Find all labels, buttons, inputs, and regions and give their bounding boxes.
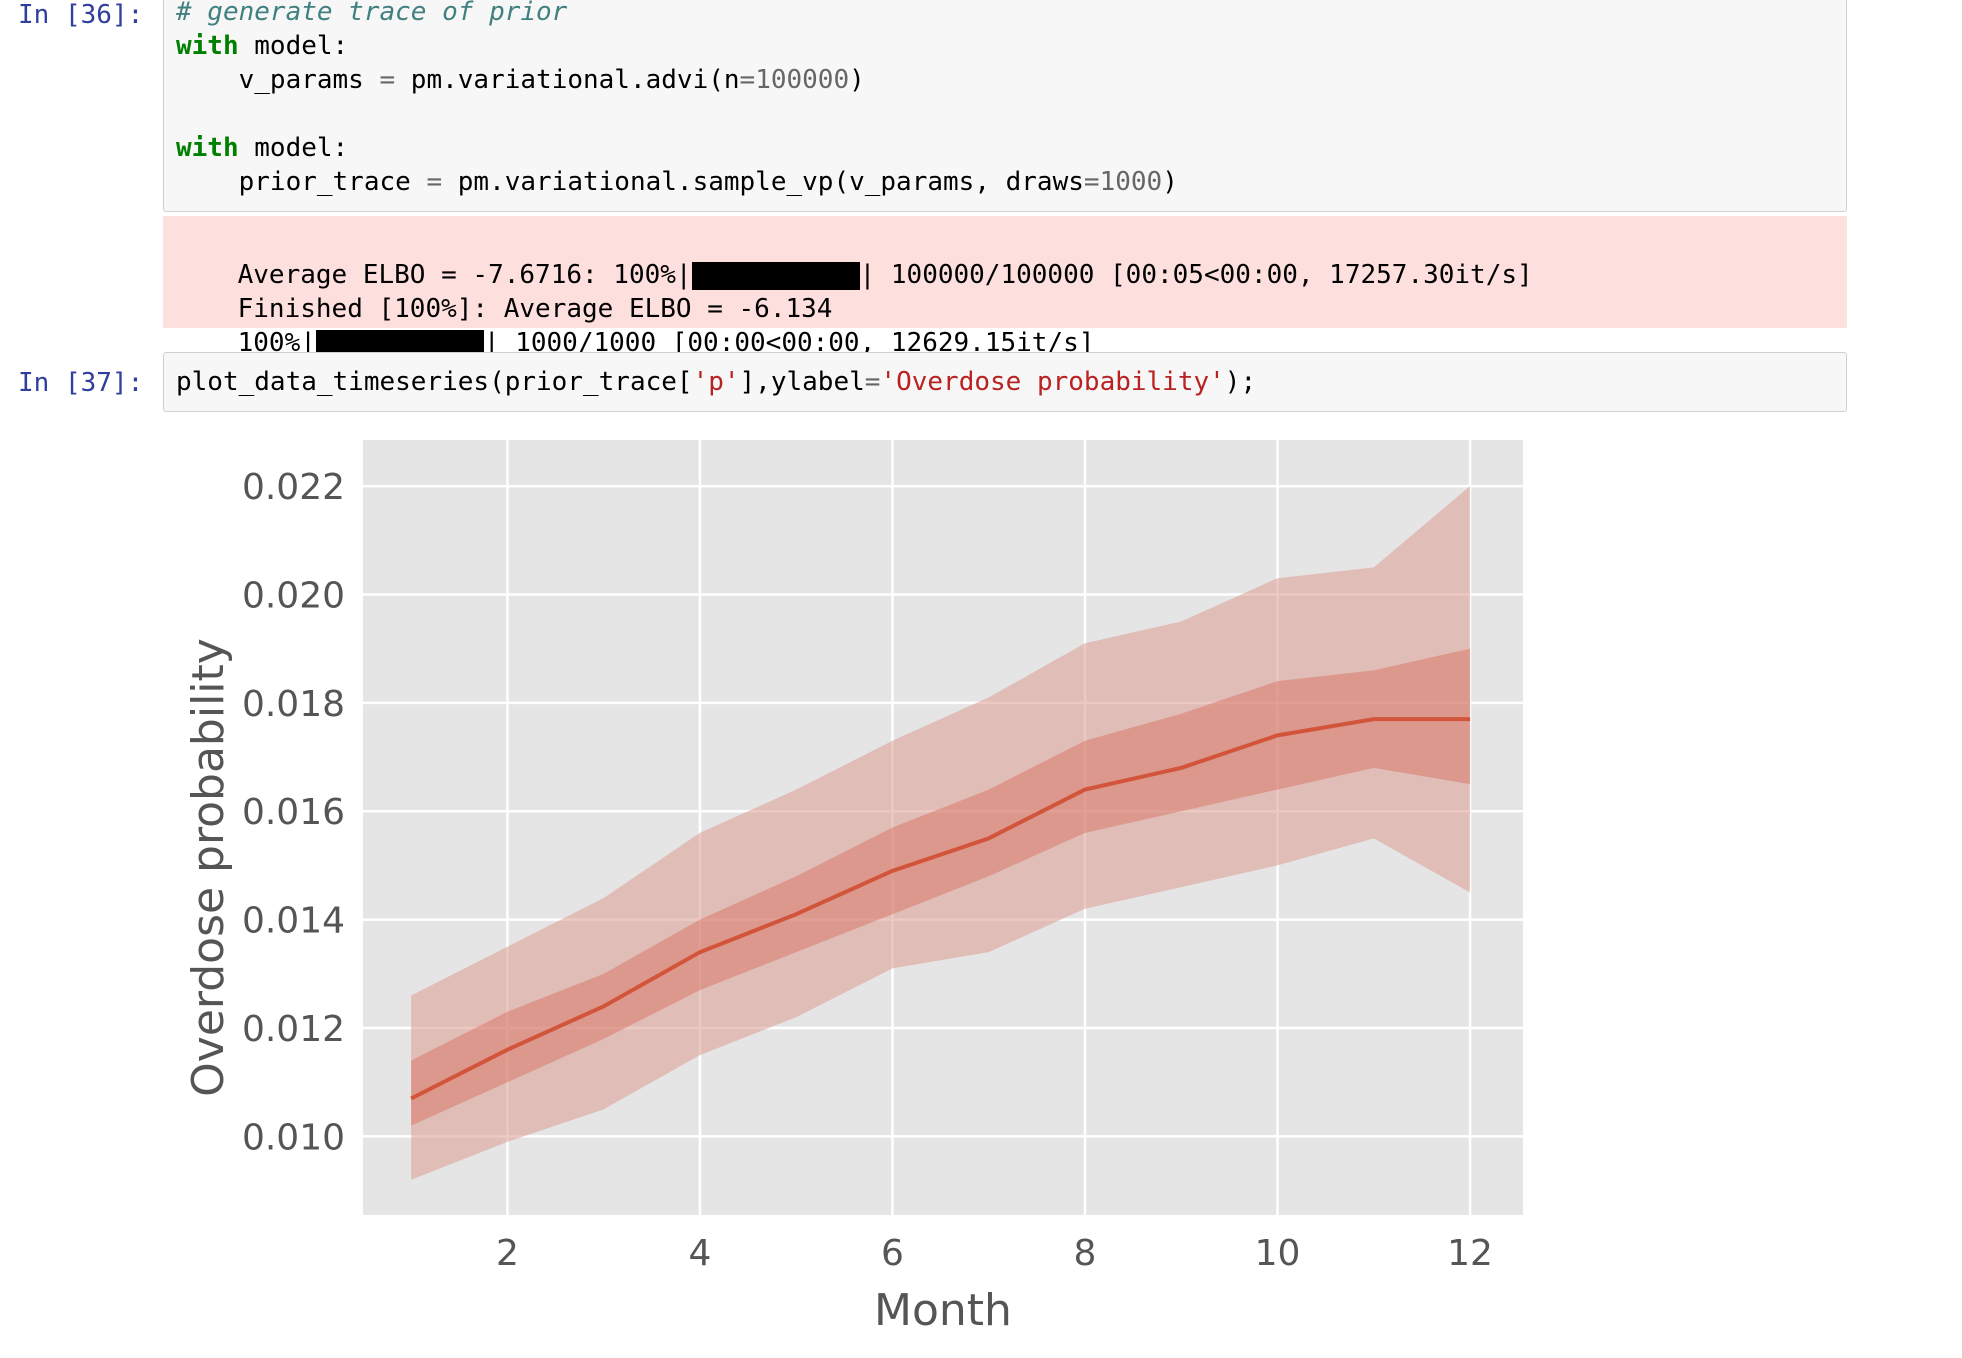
code-line: with model: xyxy=(176,131,348,165)
code-token: with xyxy=(176,31,239,61)
x-tick-label: 12 xyxy=(1447,1233,1493,1274)
inner-interval-band xyxy=(411,648,1471,1126)
code-token: v_params xyxy=(176,65,380,95)
code-token: plot_data_timeseries(prior_trace[ xyxy=(176,367,693,397)
code-token: = xyxy=(864,367,881,397)
y-tick-label: 0.010 xyxy=(242,1117,345,1158)
y-tick-label: 0.018 xyxy=(242,684,345,725)
code-token: ) xyxy=(1162,167,1178,197)
code-line: with model: xyxy=(176,29,348,63)
y-tick-label: 0.016 xyxy=(242,792,345,833)
cell-prompt: In [37]: xyxy=(18,368,144,398)
code-token: model: xyxy=(238,133,349,163)
code-token: 100000 xyxy=(755,65,850,95)
code-token: pm.variational.advi(n xyxy=(395,65,740,95)
timeseries-chart: 0.010 0.012 0.014 0.016 0.018 0.020 0.022 2 4 6 8 1… xyxy=(183,440,1523,1336)
stderr-text: | 100000/100000 [00:05<00:00, 17257.30it… xyxy=(859,260,1533,290)
code-cell-input[interactable]: plot_data_timeseries(prior_trace['p'],yl… xyxy=(163,352,1847,412)
code-token: ) xyxy=(849,65,865,95)
x-tick-label: 2 xyxy=(496,1233,519,1274)
series-line xyxy=(410,717,1471,1101)
code-line: prior_trace = pm.variational.sample_vp(v… xyxy=(176,165,1178,199)
x-tick-label: 10 xyxy=(1255,1233,1301,1274)
code-token: = xyxy=(426,167,443,197)
code-token: = xyxy=(1083,167,1100,197)
progress-bar xyxy=(691,261,860,290)
cell-prompt: In [36]: xyxy=(18,0,144,30)
y-tick-label: 0.020 xyxy=(242,575,345,616)
code-token: = xyxy=(739,65,756,95)
code-token: 1000 xyxy=(1099,167,1163,197)
code-token: pm.variational.sample_vp(v_params, draws xyxy=(442,167,1084,197)
x-tick-label: 6 xyxy=(881,1233,904,1274)
y-axis-title: Overdose probability xyxy=(183,638,234,1097)
code-token: ); xyxy=(1224,367,1257,397)
y-tick-label: 0.014 xyxy=(242,901,345,942)
code-token: model: xyxy=(238,31,349,61)
y-tick-label: 0.022 xyxy=(242,467,345,508)
code-token: 'Overdose probability' xyxy=(880,367,1225,397)
code-line: # generate trace of prior xyxy=(176,0,567,29)
x-tick-label: 4 xyxy=(688,1233,711,1274)
x-tick-label: 8 xyxy=(1074,1233,1097,1274)
code-token: 'p' xyxy=(692,367,740,397)
code-line: plot_data_timeseries(prior_trace['p'],yl… xyxy=(176,365,1256,399)
code-token: # generate trace of prior xyxy=(176,0,568,27)
stderr-text: Finished [100%]: Average ELBO = -6.134 xyxy=(237,294,833,324)
code-line: v_params = pm.variational.advi(n=100000) xyxy=(176,63,865,97)
stderr-line: Finished [100%]: Average ELBO = -6.134 xyxy=(175,258,833,360)
x-axis-title: Month xyxy=(874,1285,1012,1336)
code-token: with xyxy=(176,133,239,163)
cell-stderr-output: Average ELBO = -7.6716: 100%| | 100000/10… xyxy=(163,216,1847,358)
y-tick-label: 0.012 xyxy=(242,1009,345,1050)
stderr-text: Average ELBO = -7.6716: 100%| xyxy=(237,260,692,290)
code-cell-input[interactable]: # generate trace of prior with model: v_p… xyxy=(163,0,1847,212)
code-token: = xyxy=(379,65,396,95)
stderr-line: Average ELBO = -7.6716: 100%| | 100000/10… xyxy=(175,224,1533,326)
code-token: ],ylabel xyxy=(739,367,865,397)
code-token: prior_trace xyxy=(176,167,427,197)
